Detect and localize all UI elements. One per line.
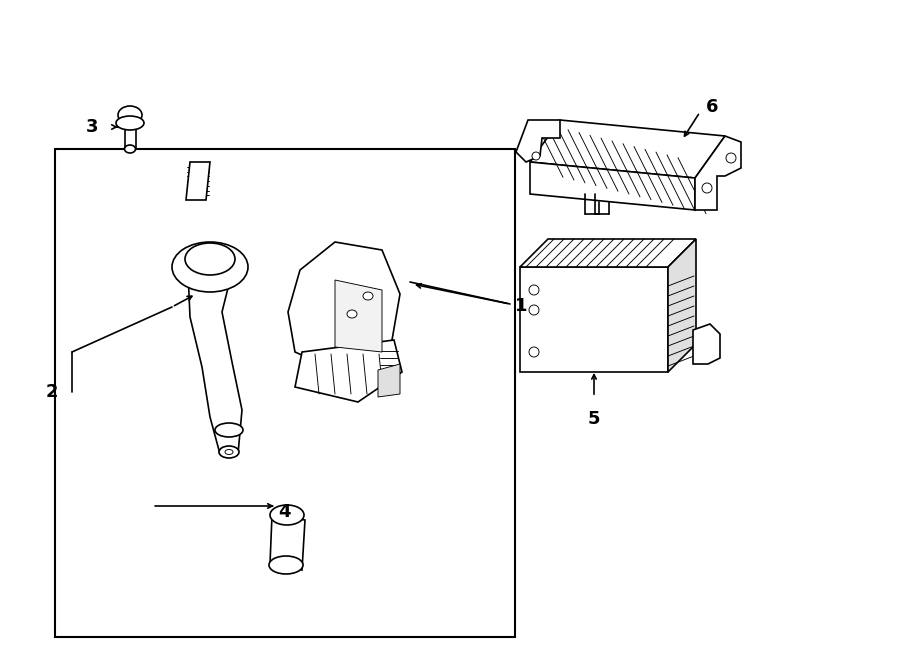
Ellipse shape — [269, 556, 303, 574]
Polygon shape — [124, 123, 136, 149]
Ellipse shape — [219, 446, 239, 458]
Bar — [55, 149, 515, 637]
Ellipse shape — [529, 305, 539, 315]
Ellipse shape — [702, 183, 712, 193]
Polygon shape — [288, 242, 400, 364]
Polygon shape — [335, 280, 382, 352]
Text: 2: 2 — [46, 383, 58, 401]
Text: 4: 4 — [278, 503, 291, 521]
Text: 1: 1 — [515, 297, 527, 315]
Ellipse shape — [215, 423, 243, 437]
Ellipse shape — [185, 243, 235, 275]
Text: 6: 6 — [706, 98, 718, 116]
Ellipse shape — [529, 347, 539, 357]
Text: 5: 5 — [588, 410, 600, 428]
Polygon shape — [530, 120, 725, 178]
Polygon shape — [695, 136, 741, 210]
Ellipse shape — [116, 116, 144, 130]
Polygon shape — [295, 340, 402, 402]
Ellipse shape — [118, 106, 142, 124]
Ellipse shape — [347, 310, 357, 318]
Polygon shape — [516, 120, 560, 162]
Polygon shape — [520, 239, 696, 267]
Ellipse shape — [172, 242, 248, 292]
Ellipse shape — [270, 505, 304, 525]
Ellipse shape — [124, 145, 136, 153]
Ellipse shape — [363, 292, 373, 300]
Polygon shape — [530, 162, 695, 210]
Polygon shape — [693, 324, 720, 364]
Text: 3: 3 — [86, 118, 98, 136]
Ellipse shape — [532, 152, 540, 160]
Bar — [520, 267, 668, 372]
Polygon shape — [270, 515, 305, 570]
Polygon shape — [668, 239, 696, 372]
Polygon shape — [378, 364, 400, 397]
Ellipse shape — [225, 449, 233, 455]
Ellipse shape — [529, 285, 539, 295]
Polygon shape — [186, 162, 210, 200]
Polygon shape — [188, 272, 242, 454]
Ellipse shape — [726, 153, 736, 163]
